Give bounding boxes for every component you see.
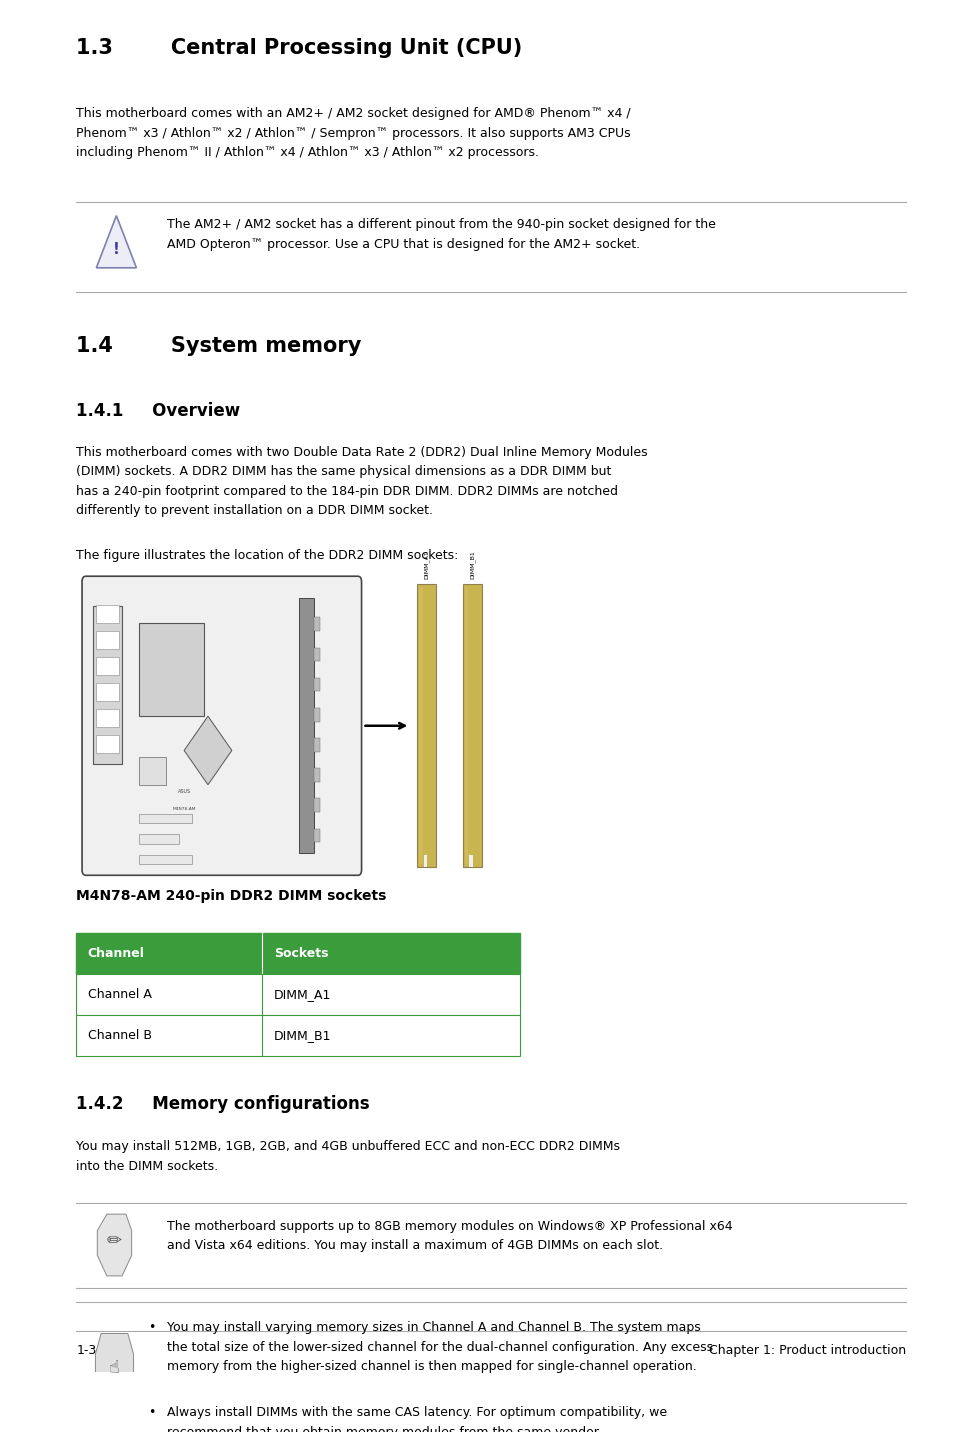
Bar <box>93 606 122 765</box>
Text: DIMM_B1: DIMM_B1 <box>274 1030 331 1042</box>
Text: Chapter 1: Product introduction: Chapter 1: Product introduction <box>708 1345 905 1358</box>
Polygon shape <box>184 716 232 785</box>
Polygon shape <box>97 1214 132 1276</box>
Text: DIMM_B1: DIMM_B1 <box>469 550 475 579</box>
Text: You may install 512MB, 1GB, 2GB, and 4GB unbuffered ECC and non-ECC DDR2 DIMMs
i: You may install 512MB, 1GB, 2GB, and 4GB… <box>76 1140 619 1173</box>
Bar <box>314 617 319 632</box>
Text: DIMM_A1: DIMM_A1 <box>423 550 429 579</box>
Bar <box>96 606 119 623</box>
Bar <box>416 584 436 866</box>
Bar <box>314 707 319 722</box>
Text: M4N78-AM: M4N78-AM <box>172 808 195 812</box>
Bar <box>76 974 519 1015</box>
Bar <box>139 855 192 865</box>
Text: Channel B: Channel B <box>88 1030 152 1042</box>
Bar <box>96 632 119 649</box>
Bar <box>139 623 204 716</box>
Text: M4N78-AM 240-pin DDR2 DIMM sockets: M4N78-AM 240-pin DDR2 DIMM sockets <box>76 889 386 904</box>
Bar <box>96 709 119 727</box>
Text: DIMM_A1: DIMM_A1 <box>274 988 331 1001</box>
Bar <box>76 932 519 974</box>
Bar <box>76 1015 519 1057</box>
Bar <box>462 584 481 866</box>
Bar <box>314 647 319 662</box>
Text: ☝: ☝ <box>109 1359 120 1376</box>
Text: 1.4        System memory: 1.4 System memory <box>76 337 361 357</box>
Text: 1-3: 1-3 <box>76 1345 96 1358</box>
Polygon shape <box>95 1333 133 1409</box>
Bar <box>418 587 422 865</box>
Bar <box>314 829 319 842</box>
Text: The AM2+ / AM2 socket has a different pinout from the 940-pin socket designed fo: The AM2+ / AM2 socket has a different pi… <box>167 218 715 251</box>
Bar <box>314 769 319 782</box>
Text: 1.4.2     Memory configurations: 1.4.2 Memory configurations <box>76 1095 370 1113</box>
Bar <box>139 813 192 823</box>
Bar <box>96 736 119 753</box>
Text: The figure illustrates the location of the DDR2 DIMM sockets:: The figure illustrates the location of t… <box>76 548 458 561</box>
Text: •: • <box>148 1406 155 1419</box>
Text: Always install DIMMs with the same CAS latency. For optimum compatibility, we
re: Always install DIMMs with the same CAS l… <box>167 1406 666 1432</box>
Text: The motherboard supports up to 8GB memory modules on Windows® XP Professional x6: The motherboard supports up to 8GB memor… <box>167 1220 732 1252</box>
Bar <box>139 833 179 843</box>
Text: •: • <box>148 1322 155 1335</box>
Polygon shape <box>96 216 136 268</box>
Text: Channel: Channel <box>88 947 145 959</box>
Text: Sockets: Sockets <box>274 947 328 959</box>
Bar <box>314 677 319 692</box>
Bar <box>314 799 319 812</box>
Text: ✏: ✏ <box>107 1233 122 1250</box>
Text: ASUS: ASUS <box>177 789 191 795</box>
Text: !: ! <box>112 242 120 258</box>
Bar <box>298 599 314 853</box>
Bar <box>423 855 427 866</box>
Text: 1.3        Central Processing Unit (CPU): 1.3 Central Processing Unit (CPU) <box>76 39 522 59</box>
FancyBboxPatch shape <box>82 576 361 875</box>
Bar <box>314 737 319 752</box>
Bar <box>464 587 468 865</box>
Bar <box>96 657 119 674</box>
Text: 1.4.1     Overview: 1.4.1 Overview <box>76 402 240 420</box>
Bar <box>469 855 473 866</box>
Bar <box>96 683 119 702</box>
Text: This motherboard comes with two Double Data Rate 2 (DDR2) Dual Inline Memory Mod: This motherboard comes with two Double D… <box>76 445 647 517</box>
Bar <box>139 758 166 785</box>
Text: You may install varying memory sizes in Channel A and Channel B. The system maps: You may install varying memory sizes in … <box>167 1322 712 1373</box>
Text: This motherboard comes with an AM2+ / AM2 socket designed for AMD® Phenom™ x4 /
: This motherboard comes with an AM2+ / AM… <box>76 107 630 159</box>
Text: Channel A: Channel A <box>88 988 152 1001</box>
